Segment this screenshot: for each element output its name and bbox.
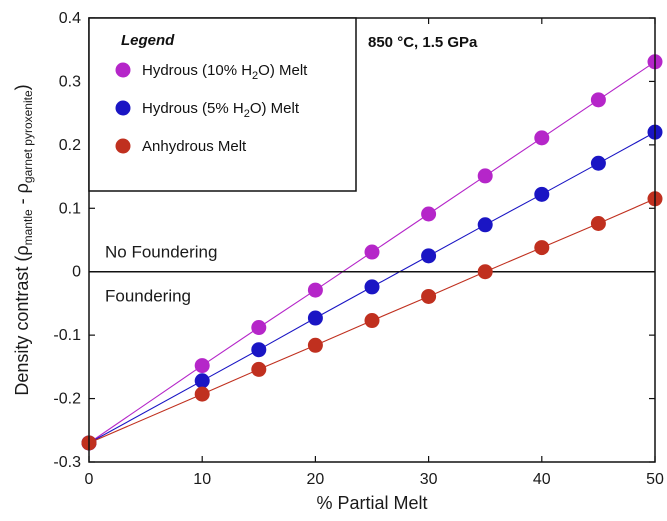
data-point bbox=[590, 216, 606, 232]
data-point bbox=[251, 361, 267, 377]
data-point bbox=[534, 240, 550, 256]
data-point bbox=[251, 342, 267, 358]
legend-label-end: O) Melt bbox=[258, 62, 308, 79]
data-point bbox=[364, 279, 380, 295]
legend-marker bbox=[115, 138, 131, 154]
y-axis-title-mid: - ρ bbox=[12, 183, 32, 209]
data-point bbox=[364, 313, 380, 329]
data-point bbox=[194, 386, 210, 402]
y-tick-label: -0.3 bbox=[53, 454, 81, 471]
legend-label: Hydrous (10% H2O) Melt bbox=[142, 62, 308, 82]
data-point bbox=[590, 155, 606, 171]
x-tick-label: 20 bbox=[307, 471, 325, 488]
x-axis-title: % Partial Melt bbox=[316, 493, 427, 513]
y-axis-title-end: ) bbox=[12, 84, 32, 90]
legend-label-main: Anhydrous Melt bbox=[142, 138, 247, 155]
y-tick-label: -0.1 bbox=[53, 327, 81, 344]
legend-label: Hydrous (5% H2O) Melt bbox=[142, 100, 300, 120]
x-tick-label: 40 bbox=[533, 471, 551, 488]
legend-label-end: O) Melt bbox=[250, 100, 300, 117]
legend-marker bbox=[115, 62, 131, 78]
legend-label-sub: 2 bbox=[244, 108, 250, 120]
data-point bbox=[534, 186, 550, 202]
axis-ticks: 0 10 20 30 40 50 -0.3 -0.2 -0.1 0 0.1 0.2 0.3 0.4 bbox=[53, 10, 664, 488]
y-axis-title-main: Density contrast (ρ bbox=[12, 245, 32, 395]
data-point bbox=[364, 244, 380, 260]
y-axis-title-sub1: mantle bbox=[21, 209, 35, 245]
no-foundering-label: No Foundering bbox=[105, 243, 217, 262]
data-point bbox=[421, 288, 437, 304]
data-point bbox=[194, 358, 210, 374]
y-tick-label: 0.3 bbox=[59, 73, 81, 90]
data-point bbox=[477, 217, 493, 233]
data-point bbox=[194, 373, 210, 389]
x-tick-label: 30 bbox=[420, 471, 438, 488]
series-points bbox=[81, 54, 663, 451]
legend-title: Legend bbox=[121, 32, 175, 49]
x-tick-label: 0 bbox=[85, 471, 94, 488]
y-axis-title-sub2: garnet pyroxenite bbox=[21, 90, 35, 183]
y-tick-label: 0.4 bbox=[59, 10, 81, 27]
series-line bbox=[88, 61, 656, 444]
data-point bbox=[590, 92, 606, 108]
data-point bbox=[477, 264, 493, 280]
foundering-label: Foundering bbox=[105, 287, 191, 306]
x-tick-label: 50 bbox=[646, 471, 664, 488]
y-tick-label: 0.2 bbox=[59, 137, 81, 154]
conditions-label: 850 °C, 1.5 GPa bbox=[368, 34, 478, 51]
data-point bbox=[307, 337, 323, 353]
data-point bbox=[534, 130, 550, 146]
data-point bbox=[307, 282, 323, 298]
data-point bbox=[421, 206, 437, 222]
data-point bbox=[477, 168, 493, 184]
x-tick-label: 10 bbox=[193, 471, 211, 488]
y-axis-title: Density contrast (ρmantle - ρgarnet pyro… bbox=[12, 84, 35, 395]
legend-label-sub: 2 bbox=[252, 70, 258, 82]
data-point bbox=[251, 320, 267, 336]
y-tick-label: 0 bbox=[72, 264, 81, 281]
legend-box bbox=[88, 17, 357, 192]
plot-frame bbox=[88, 17, 656, 463]
y-tick-label: -0.2 bbox=[53, 391, 81, 408]
series-line bbox=[88, 198, 656, 444]
legend-label: Anhydrous Melt bbox=[142, 138, 247, 155]
data-point bbox=[421, 248, 437, 264]
data-point bbox=[307, 310, 323, 326]
y-tick-label: 0.1 bbox=[59, 200, 81, 217]
legend-label-main: Hydrous (10% H bbox=[142, 62, 252, 79]
legend-label-main: Hydrous (5% H bbox=[142, 100, 244, 117]
legend-marker bbox=[115, 100, 131, 116]
